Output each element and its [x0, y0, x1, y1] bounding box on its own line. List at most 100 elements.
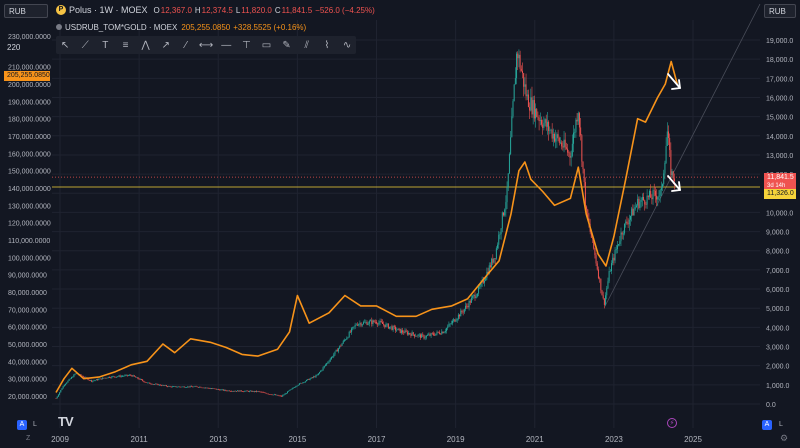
candle-body: [362, 322, 364, 325]
candle-body: [516, 53, 518, 79]
candle-body: [361, 324, 363, 326]
candle-body: [494, 258, 496, 259]
log-scale-right-button[interactable]: L: [779, 421, 783, 428]
candle-body: [303, 382, 305, 383]
candle-body: [175, 386, 177, 388]
candle-body: [238, 390, 240, 392]
zigzag-icon[interactable]: ∿: [342, 39, 352, 51]
gear-icon[interactable]: ⚙: [780, 433, 789, 443]
candle-body: [199, 386, 201, 388]
candle-body: [328, 361, 330, 363]
candle-body: [108, 376, 110, 378]
bar-countdown-badge: 3d 14h: [764, 181, 796, 191]
zoom-reset-button[interactable]: Z: [26, 435, 31, 442]
candle-body: [246, 390, 248, 392]
log-scale-left-button[interactable]: L: [33, 421, 37, 428]
extended-line-icon[interactable]: ⟷: [198, 39, 214, 51]
x-tick-label: 2021: [526, 435, 544, 444]
candle-body: [638, 198, 640, 208]
candle-body: [663, 173, 665, 185]
left-tick-label: 100,000.0000: [8, 255, 51, 262]
vertical-line-icon[interactable]: ⊤: [241, 39, 251, 51]
candle-body: [381, 322, 383, 324]
candle-body: [502, 212, 504, 216]
candle-body: [587, 209, 589, 219]
pattern-icon[interactable]: ⋀: [141, 39, 150, 51]
candle-body: [174, 386, 176, 387]
candle-body: [468, 300, 470, 308]
left-tick-label: 140,000.0000: [8, 186, 51, 193]
candle-body: [619, 241, 621, 245]
line-icon[interactable]: ⁄: [185, 39, 187, 51]
candle-body: [384, 324, 386, 327]
candle-body: [606, 288, 608, 296]
cursor-icon[interactable]: ↖: [60, 39, 70, 51]
candle-body: [144, 381, 146, 383]
parallel-channel-icon[interactable]: ⫽: [304, 39, 309, 51]
left-tick-label: 80,000.0000: [8, 290, 47, 297]
trend-line-icon[interactable]: ⟋: [81, 39, 89, 51]
candle-body: [277, 394, 279, 396]
right-tick-label: 8,000.0: [766, 249, 789, 256]
candle-body: [645, 204, 647, 206]
candle-body: [501, 212, 503, 229]
candle-body: [653, 190, 655, 191]
eye-icon[interactable]: [56, 24, 62, 30]
candle-body: [322, 367, 324, 371]
horizontal-line-icon[interactable]: —: [221, 39, 232, 51]
candle-body: [633, 208, 635, 216]
current-price-badge: 11,841.5: [764, 173, 796, 183]
candle-body: [335, 349, 337, 352]
left-tick-label: 50,000.0000: [8, 342, 47, 349]
candle-body: [393, 326, 395, 327]
candle-body: [408, 333, 410, 335]
regression-icon[interactable]: ⌇: [324, 39, 330, 51]
second-symbol-title[interactable]: USDRUB_TOM*GOLD · MOEX: [65, 22, 178, 32]
candle-body: [644, 200, 646, 205]
candle-body: [614, 249, 616, 261]
candle-body: [112, 376, 114, 377]
right-tick-label: 0.0: [766, 402, 776, 409]
candle-body: [315, 375, 317, 378]
lightning-icon[interactable]: ⚡: [667, 418, 677, 428]
candle-body: [647, 195, 649, 197]
candle-body: [213, 388, 215, 390]
candle-body: [578, 113, 580, 128]
auto-scale-right-button[interactable]: A: [762, 420, 772, 430]
candle-body: [181, 386, 183, 388]
candle-body: [309, 378, 311, 380]
candle-body: [449, 323, 451, 325]
candle-body: [341, 343, 343, 346]
candle-body: [163, 385, 165, 386]
rectangle-icon[interactable]: ▭: [261, 39, 272, 51]
auto-scale-left-button[interactable]: A: [17, 420, 27, 430]
text-icon[interactable]: T: [102, 39, 109, 51]
x-tick-label: 2025: [684, 435, 702, 444]
ray-icon[interactable]: ↗: [161, 39, 170, 51]
candle-body: [436, 331, 438, 334]
main-symbol-title[interactable]: Polus · 1W · MOEX: [69, 5, 148, 15]
scale-currency-selector[interactable]: RUB: [764, 4, 796, 18]
candle-body: [201, 387, 203, 389]
candle-body: [469, 300, 471, 303]
x-tick-label: 2015: [288, 435, 306, 444]
candle-body: [209, 388, 211, 390]
candle-body: [478, 286, 480, 294]
candle-body: [164, 385, 166, 386]
candle-body: [74, 373, 76, 375]
currency-selector[interactable]: RUB: [4, 4, 48, 18]
candle-body: [254, 390, 256, 392]
candle-body: [282, 395, 284, 397]
candle-body: [126, 374, 128, 376]
brush-icon[interactable]: ✎: [282, 39, 291, 51]
candle-body: [409, 333, 411, 335]
candle-body: [285, 393, 287, 394]
left-tick-label: 20,000.0000: [8, 394, 47, 401]
candle-body: [427, 335, 429, 336]
candle-body: [453, 319, 455, 321]
candle-body: [590, 231, 592, 238]
fib-icon[interactable]: ≡: [122, 39, 129, 51]
candle-body: [654, 190, 656, 196]
candle-body: [92, 380, 94, 382]
